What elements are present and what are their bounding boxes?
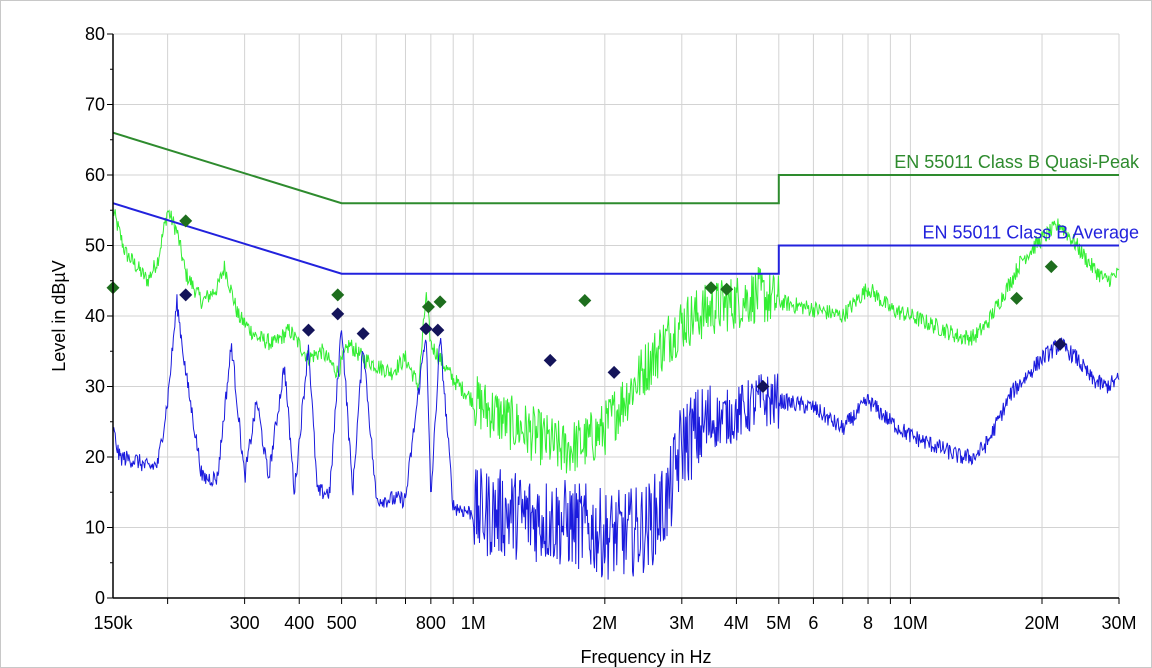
- x-tick-label: 3M: [669, 613, 694, 633]
- quasi-peak-marker: [1044, 260, 1058, 274]
- average-marker: [543, 353, 557, 367]
- x-tick-label: 10M: [893, 613, 928, 633]
- y-axis-label: Level in dBµV: [49, 260, 69, 371]
- x-axis-label: Frequency in Hz: [580, 647, 711, 667]
- x-tick-label: 5M: [766, 613, 791, 633]
- x-tick-label: 500: [327, 613, 357, 633]
- x-tick-label: 1M: [461, 613, 486, 633]
- x-tick-label: 2M: [592, 613, 617, 633]
- x-tick-label: 400: [284, 613, 314, 633]
- x-tick-label: 20M: [1025, 613, 1060, 633]
- average-marker: [331, 307, 345, 321]
- y-tick-label: 0: [95, 588, 105, 608]
- axes: [107, 33, 1120, 604]
- quasi-peak-marker: [720, 282, 734, 296]
- x-tick-label: 4M: [724, 613, 749, 633]
- limit-label-2: EN 55011 Class B Average: [923, 223, 1139, 243]
- limit-lines: EN 55011 Class B Quasi-Peak EN 55011 Clas…: [112, 131, 1140, 275]
- markers: [106, 214, 1067, 393]
- average-marker: [301, 323, 315, 337]
- y-tick-label: 80: [85, 24, 105, 44]
- y-tick-label: 10: [85, 518, 105, 538]
- limit-line-1: [112, 131, 1119, 205]
- average-marker: [756, 380, 770, 393]
- tick-labels: 0 10 20 30 40 50 60 70 80 150k 300 400 500 800 1M 2M 3M 4…: [85, 24, 1137, 633]
- quasi-peak-marker: [433, 295, 447, 309]
- limit-label-1: EN 55011 Class B Quasi-Peak: [894, 152, 1140, 172]
- quasi-peak-marker: [1010, 291, 1024, 305]
- x-tick-label: 150k: [93, 613, 133, 633]
- x-tick-label: 8: [863, 613, 873, 633]
- quasi-peak-marker: [179, 214, 193, 228]
- average-marker: [607, 365, 621, 379]
- y-tick-label: 50: [85, 236, 105, 256]
- y-tick-label: 20: [85, 447, 105, 467]
- x-tick-label: 300: [230, 613, 260, 633]
- x-tick-label: 6: [808, 613, 818, 633]
- measurement-traces: [112, 207, 1120, 580]
- y-tick-label: 30: [85, 377, 105, 397]
- quasi-peak-marker: [331, 288, 345, 302]
- average-marker: [1053, 337, 1067, 351]
- trace-2: [112, 294, 1120, 580]
- limit-line-2: [112, 202, 1119, 275]
- x-tick-label: 30M: [1101, 613, 1136, 633]
- quasi-peak-marker: [421, 300, 435, 314]
- average-marker: [419, 322, 433, 336]
- average-marker: [431, 323, 445, 337]
- quasi-peak-marker: [704, 281, 718, 295]
- average-marker: [179, 288, 193, 302]
- y-tick-label: 70: [85, 95, 105, 115]
- y-tick-label: 60: [85, 165, 105, 185]
- y-tick-label: 40: [85, 306, 105, 326]
- average-marker: [356, 327, 370, 341]
- trace-1: [112, 207, 1120, 474]
- quasi-peak-marker: [578, 293, 592, 307]
- x-tick-label: 800: [416, 613, 446, 633]
